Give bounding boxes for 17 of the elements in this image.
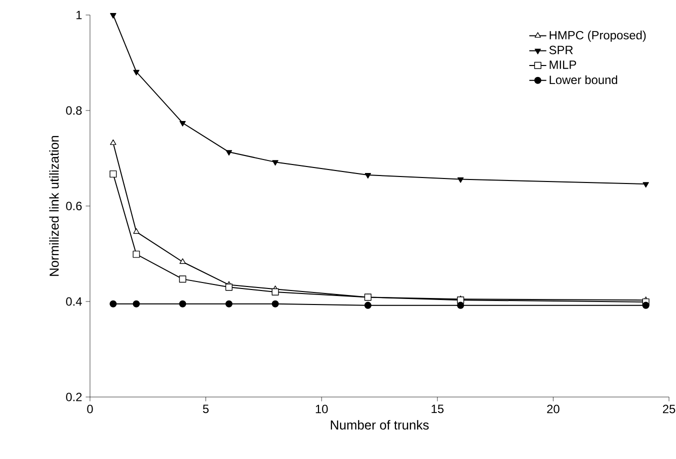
legend-label: SPR: [549, 46, 573, 54]
y-axis-title: Normilized link utilization: [49, 136, 59, 276]
x-tick-label: 0: [87, 404, 93, 414]
x-tick-label: 25: [662, 404, 676, 414]
x-tick-label: 15: [432, 404, 444, 414]
y-tick-label: 0.4: [66, 297, 82, 306]
x-tick-label: 5: [202, 404, 209, 414]
y-tick-label: 0.2: [66, 392, 82, 402]
y-tick-label: 0.6: [66, 202, 82, 210]
legend-label: HMPC (Proposed): [550, 30, 646, 42]
x-axis-title: Number of trunks: [330, 420, 429, 430]
x-tick-label: 20: [547, 404, 560, 414]
y-tick-label: 1: [76, 10, 82, 20]
x-tick-label: 10: [316, 404, 328, 414]
y-tick-label: 0.8: [66, 106, 82, 115]
legend-label: MILP: [550, 60, 576, 69]
legend-label: Lower bound: [550, 75, 618, 84]
